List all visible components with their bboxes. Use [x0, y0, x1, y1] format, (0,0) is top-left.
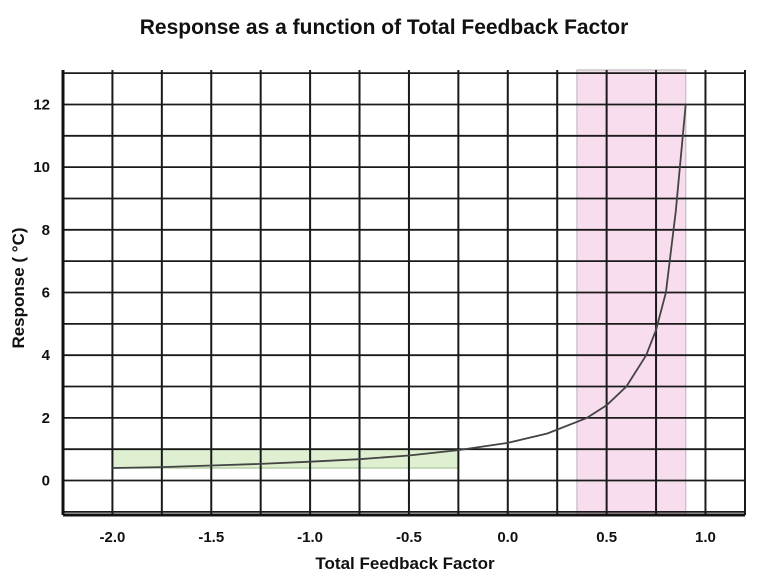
y-tick-label: 0	[42, 473, 50, 490]
gridlines	[61, 70, 746, 517]
y-tick-labels: 0 2 4 6 8 10 12	[33, 96, 50, 489]
x-tick-label: -0.5	[396, 529, 422, 546]
x-tick-labels: -2.0 -1.5 -1.0 -0.5 0.0 0.5 1.0	[99, 529, 715, 546]
series	[112, 104, 687, 469]
series-line-1	[112, 104, 687, 469]
x-axis-label: Total Feedback Factor	[315, 554, 495, 573]
x-tick-label: -1.5	[198, 529, 224, 546]
x-tick-label: -1.0	[297, 529, 323, 546]
y-tick-label: 8	[42, 222, 50, 239]
chart-title: Response as a function of Total Feedback…	[139, 16, 629, 39]
x-tick-label: 0.0	[497, 529, 518, 546]
x-tick-label: -2.0	[99, 529, 125, 546]
x-tick-label: 1.0	[695, 529, 716, 546]
y-tick-label: 12	[33, 96, 50, 113]
y-tick-label: 10	[33, 159, 50, 176]
y-tick-label: 4	[42, 347, 51, 364]
y-axis-label: Response ( °C)	[9, 227, 28, 348]
x-tick-label: 0.5	[596, 529, 617, 546]
y-tick-label: 6	[42, 285, 50, 302]
y-tick-label: 2	[42, 410, 50, 427]
shaded-region-1	[111, 448, 460, 469]
